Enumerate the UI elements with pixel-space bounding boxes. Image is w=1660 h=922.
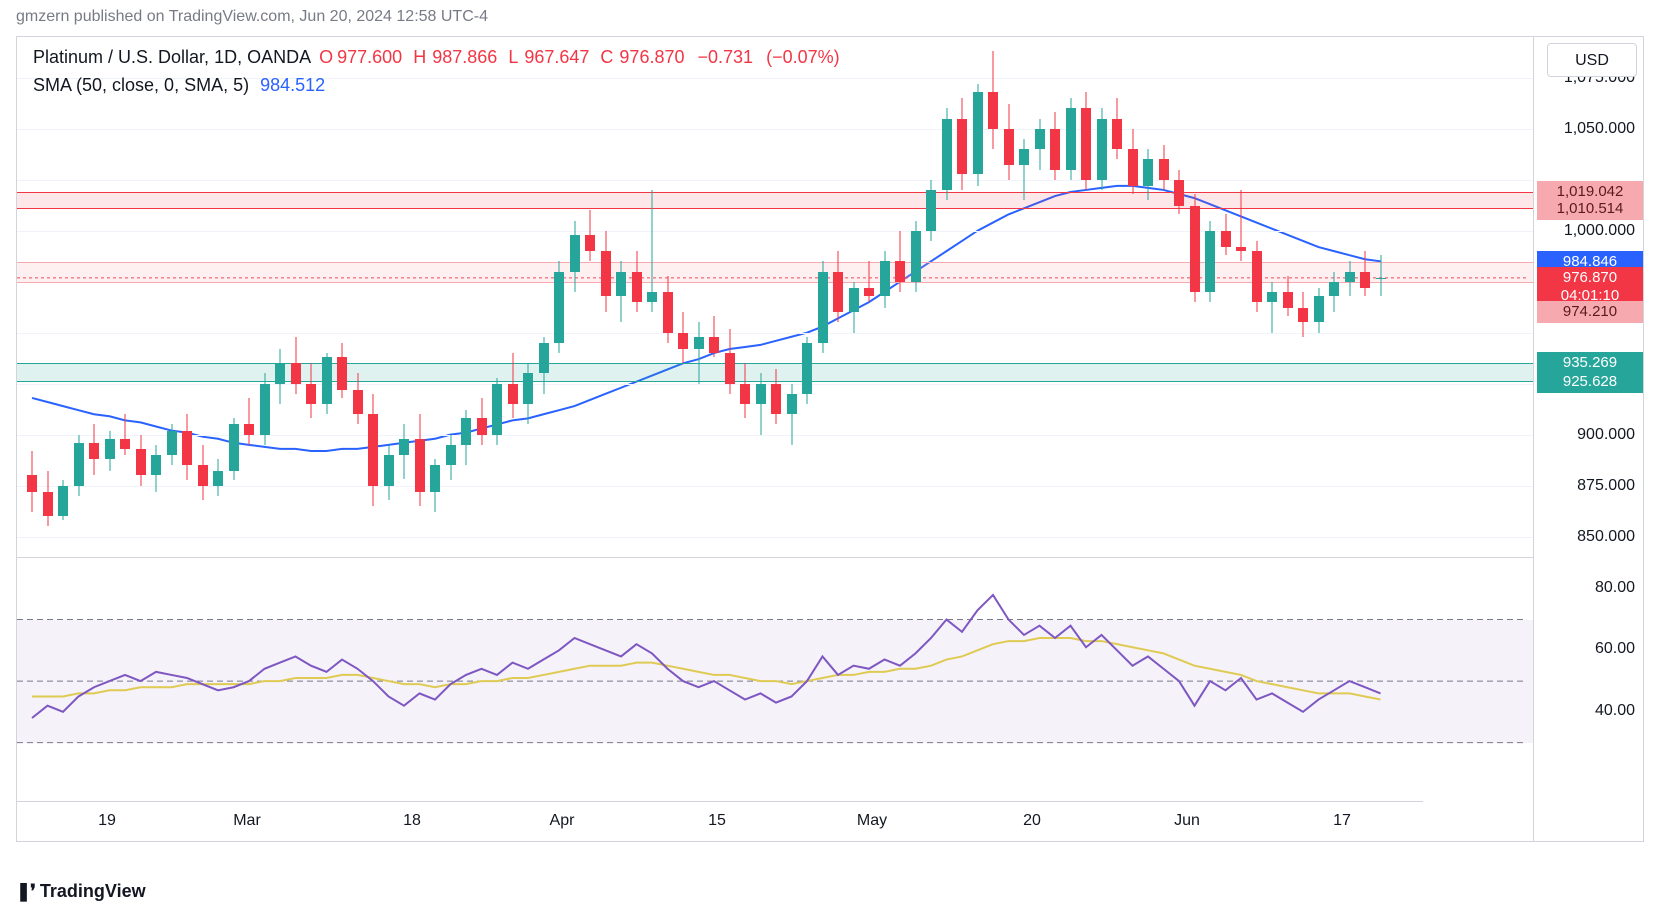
price-tick: 1,050.000 xyxy=(1564,120,1635,138)
rsi-bg xyxy=(17,620,1533,743)
ohlc-l-label: L xyxy=(508,47,518,67)
symbol-name: Platinum / U.S. Dollar, 1D, OANDA xyxy=(33,47,310,67)
sma-label: SMA (50, close, 0, SMA, 5) xyxy=(33,75,249,95)
change-value: −0.731 xyxy=(698,47,754,67)
price-tick: 1,000.000 xyxy=(1564,222,1635,240)
time-tick: 19 xyxy=(98,812,116,830)
time-tick: 15 xyxy=(708,812,726,830)
time-tick: Apr xyxy=(550,812,575,830)
gridline xyxy=(17,180,1533,181)
tradingview-logo: ❚❜ TradingView xyxy=(16,881,146,902)
gridline xyxy=(17,537,1533,538)
price-tag: 925.628 xyxy=(1537,371,1643,393)
rsi-pane[interactable]: RSI (14, close, SMA, 14, 2) 46.74 44.10 … xyxy=(17,557,1533,757)
time-tick: May xyxy=(857,812,887,830)
ohlc-open: 977.600 xyxy=(337,47,402,67)
price-zone xyxy=(17,262,1533,284)
rsi-tick: 80.00 xyxy=(1595,579,1635,597)
chart-frame: Platinum / U.S. Dollar, 1D, OANDA O977.6… xyxy=(16,36,1644,842)
sma-indicator: SMA (50, close, 0, SMA, 5) 984.512 xyxy=(33,75,325,96)
gridline xyxy=(17,486,1533,487)
price-axis[interactable]: 1,075.0001,050.0001,000.000900.000875.00… xyxy=(1533,37,1643,841)
sma-value: 984.512 xyxy=(260,75,325,95)
ohlc-c-label: C xyxy=(600,47,613,67)
price-tick: 900.000 xyxy=(1577,426,1635,444)
currency-badge[interactable]: USD xyxy=(1547,43,1637,77)
price-zone xyxy=(17,192,1533,209)
logo-text: TradingView xyxy=(40,881,146,901)
time-axis[interactable]: 19 Mar 18 Apr 15 May 20 Jun 17 xyxy=(17,801,1423,841)
ohlc-low: 967.647 xyxy=(524,47,589,67)
price-chart-svg xyxy=(17,37,1533,557)
price-tag: 1,010.514 xyxy=(1537,198,1643,220)
symbol-ohlc: Platinum / U.S. Dollar, 1D, OANDA O977.6… xyxy=(33,47,840,68)
time-tick: 20 xyxy=(1023,812,1041,830)
time-tick: Mar xyxy=(233,812,261,830)
ohlc-high: 987.866 xyxy=(432,47,497,67)
time-tick: 18 xyxy=(403,812,421,830)
gridline xyxy=(17,333,1533,334)
change-pct: (−0.07%) xyxy=(766,47,840,67)
rsi-tick: 60.00 xyxy=(1595,640,1635,658)
price-tag: 974.210 xyxy=(1537,301,1643,323)
logo-icon: ❚❜ xyxy=(16,881,35,901)
price-tick: 850.000 xyxy=(1577,528,1635,546)
ohlc-o-label: O xyxy=(319,47,333,67)
gridline xyxy=(17,435,1533,436)
ohlc-h-label: H xyxy=(413,47,426,67)
main-price-pane[interactable] xyxy=(17,37,1533,557)
time-tick: Jun xyxy=(1174,812,1200,830)
rsi-tick: 40.00 xyxy=(1595,702,1635,720)
time-tick: 17 xyxy=(1333,812,1351,830)
price-tick: 875.000 xyxy=(1577,477,1635,495)
gridline xyxy=(17,231,1533,232)
gridline xyxy=(17,129,1533,130)
chart-area[interactable]: RSI (14, close, SMA, 14, 2) 46.74 44.10 … xyxy=(17,37,1533,841)
ohlc-close: 976.870 xyxy=(619,47,684,67)
publish-info: gmzern published on TradingView.com, Jun… xyxy=(16,8,488,26)
